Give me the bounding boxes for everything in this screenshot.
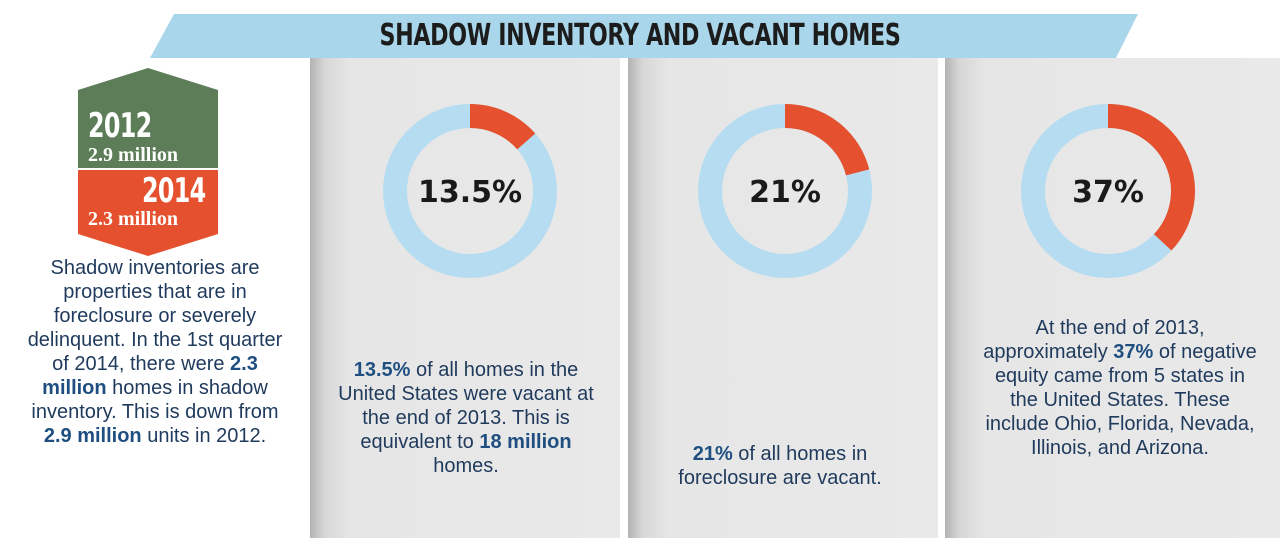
desc-bold-value: 13.5% <box>353 359 411 381</box>
year-2012-label: 2012 <box>88 106 152 146</box>
donut-percent-label: 13.5% <box>418 175 522 210</box>
panel-negative-equity <box>945 58 1280 538</box>
desc-bold-value: 18 million <box>479 431 572 453</box>
desc-text: units in 2012. <box>141 425 267 447</box>
desc-text: of all homes in the United States were v… <box>338 359 594 453</box>
hexagon-2014 <box>78 170 218 256</box>
donut-segment <box>469 104 536 150</box>
donut-chart-negative-equity: 37% <box>1021 104 1195 278</box>
desc-bold-value: 37% <box>1113 341 1154 363</box>
title-banner: SHADOW INVENTORY AND VACANT HOMES <box>0 0 1280 70</box>
donut-segment <box>784 104 870 176</box>
shadow-inventory-description: Shadow inventories are properties that a… <box>24 256 286 448</box>
desc-text: of negative equity came from 5 states in… <box>985 341 1257 459</box>
panel-vacant-homes <box>310 58 620 538</box>
donut-chart-foreclosure-vacant: 21% <box>698 104 872 278</box>
panel-foreclosure-vacant <box>628 58 938 538</box>
hexagon-2012 <box>78 68 218 168</box>
desc-text: of all homes in foreclosure are vacant. <box>678 443 882 489</box>
page-title: SHADOW INVENTORY AND VACANT HOMES <box>379 18 901 53</box>
desc-bold-value: 2.9 million <box>43 425 142 447</box>
donut-percent-label: 21% <box>749 175 821 210</box>
year-2014-label: 2014 <box>142 171 206 211</box>
donut-chart-vacant-homes: 13.5% <box>383 104 557 278</box>
desc-bold-value: 2.3 million <box>42 353 258 399</box>
desc-text: homes in shadow inventory. This is down … <box>31 377 279 423</box>
desc-text: homes. <box>433 455 499 477</box>
negative-equity-description: At the end of 2013, approximately 37% of… <box>980 316 1260 460</box>
desc-text: At the end of 2013, approximately <box>983 317 1205 363</box>
donut-percent-label: 37% <box>1072 175 1144 210</box>
desc-text: Shadow inventories are properties that a… <box>27 257 283 375</box>
title-banner-shape <box>150 14 1138 58</box>
vacant-homes-description: 13.5% of all homes in the United States … <box>330 358 602 478</box>
donut-segment <box>1107 104 1195 251</box>
value-2014-label: 2.3 million <box>88 208 179 230</box>
foreclosure-vacant-description: 21% of all homes in foreclosure are vaca… <box>652 442 908 490</box>
value-2012-label: 2.9 million <box>88 144 179 166</box>
desc-bold-value: 21% <box>692 443 733 465</box>
